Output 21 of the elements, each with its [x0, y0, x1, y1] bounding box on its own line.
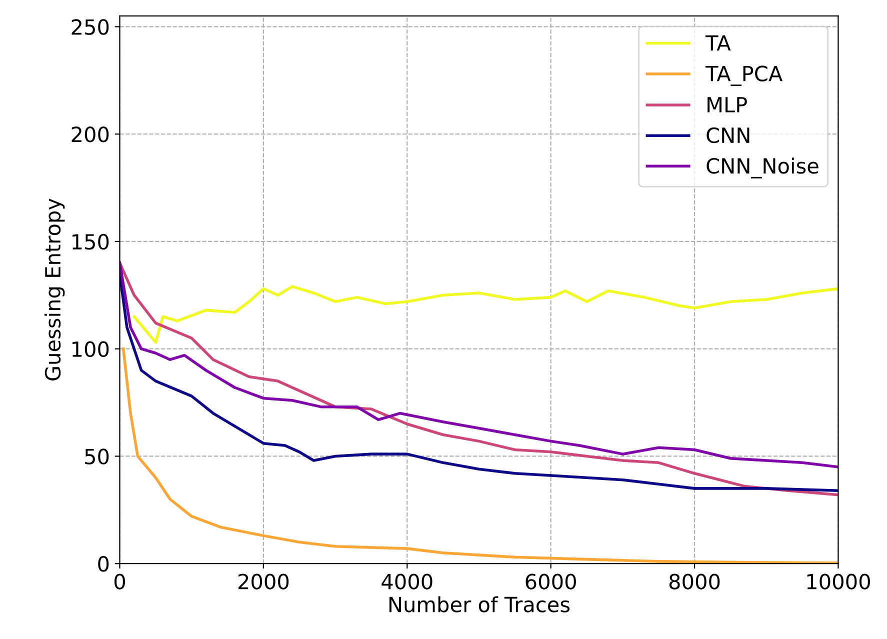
line-series	[132, 285, 838, 344]
y-axis-title: Guessing Entropy	[44, 198, 65, 380]
legend-label: TA	[705, 35, 731, 51]
x-tick-label: 10000	[807, 574, 870, 590]
legend-label: MLP	[708, 97, 747, 112]
x-tick-label: 2000	[238, 574, 289, 590]
y-tick-label: 50	[85, 448, 109, 464]
y-tick-label: 250	[72, 19, 109, 35]
x-axis-title: Number of Traces	[389, 596, 570, 612]
y-tick-label: 0	[98, 556, 109, 572]
legend-label: TA_PCA	[705, 66, 783, 86]
x-tick-label: 6000	[526, 574, 576, 590]
y-tick-label: 200	[72, 126, 109, 142]
x-tick-label: 8000	[669, 574, 720, 590]
x-tick-label: 4000	[382, 574, 432, 590]
legend-label: CNN	[706, 127, 750, 144]
legend-label: CNN_Noise	[706, 158, 818, 178]
y-tick-label: 100	[72, 341, 109, 358]
y-tick-label: 150	[72, 234, 109, 250]
line-series	[122, 347, 838, 564]
x-tick-label: 0	[114, 574, 125, 590]
